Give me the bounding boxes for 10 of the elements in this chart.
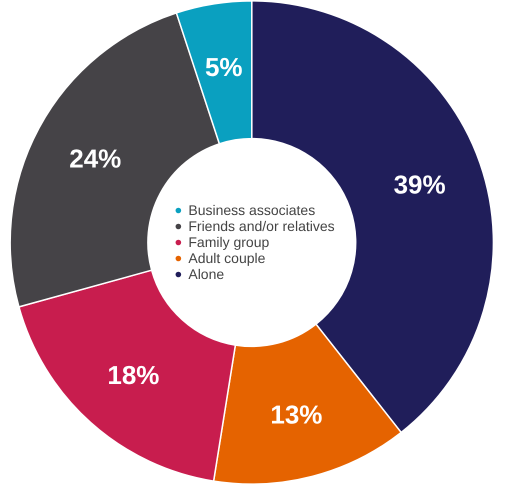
legend-label: Alone: [188, 266, 224, 282]
legend-label: Friends and/or relatives: [188, 218, 335, 234]
data-label: 39%: [394, 169, 446, 200]
data-label: 18%: [107, 360, 160, 390]
legend-label: Business associates: [188, 202, 316, 218]
data-label: 5%: [204, 52, 243, 82]
data-label: 13%: [270, 400, 322, 430]
legend-label: Adult couple: [188, 250, 266, 266]
legend-label: Family group: [188, 234, 270, 250]
data-label: 24%: [69, 143, 122, 174]
